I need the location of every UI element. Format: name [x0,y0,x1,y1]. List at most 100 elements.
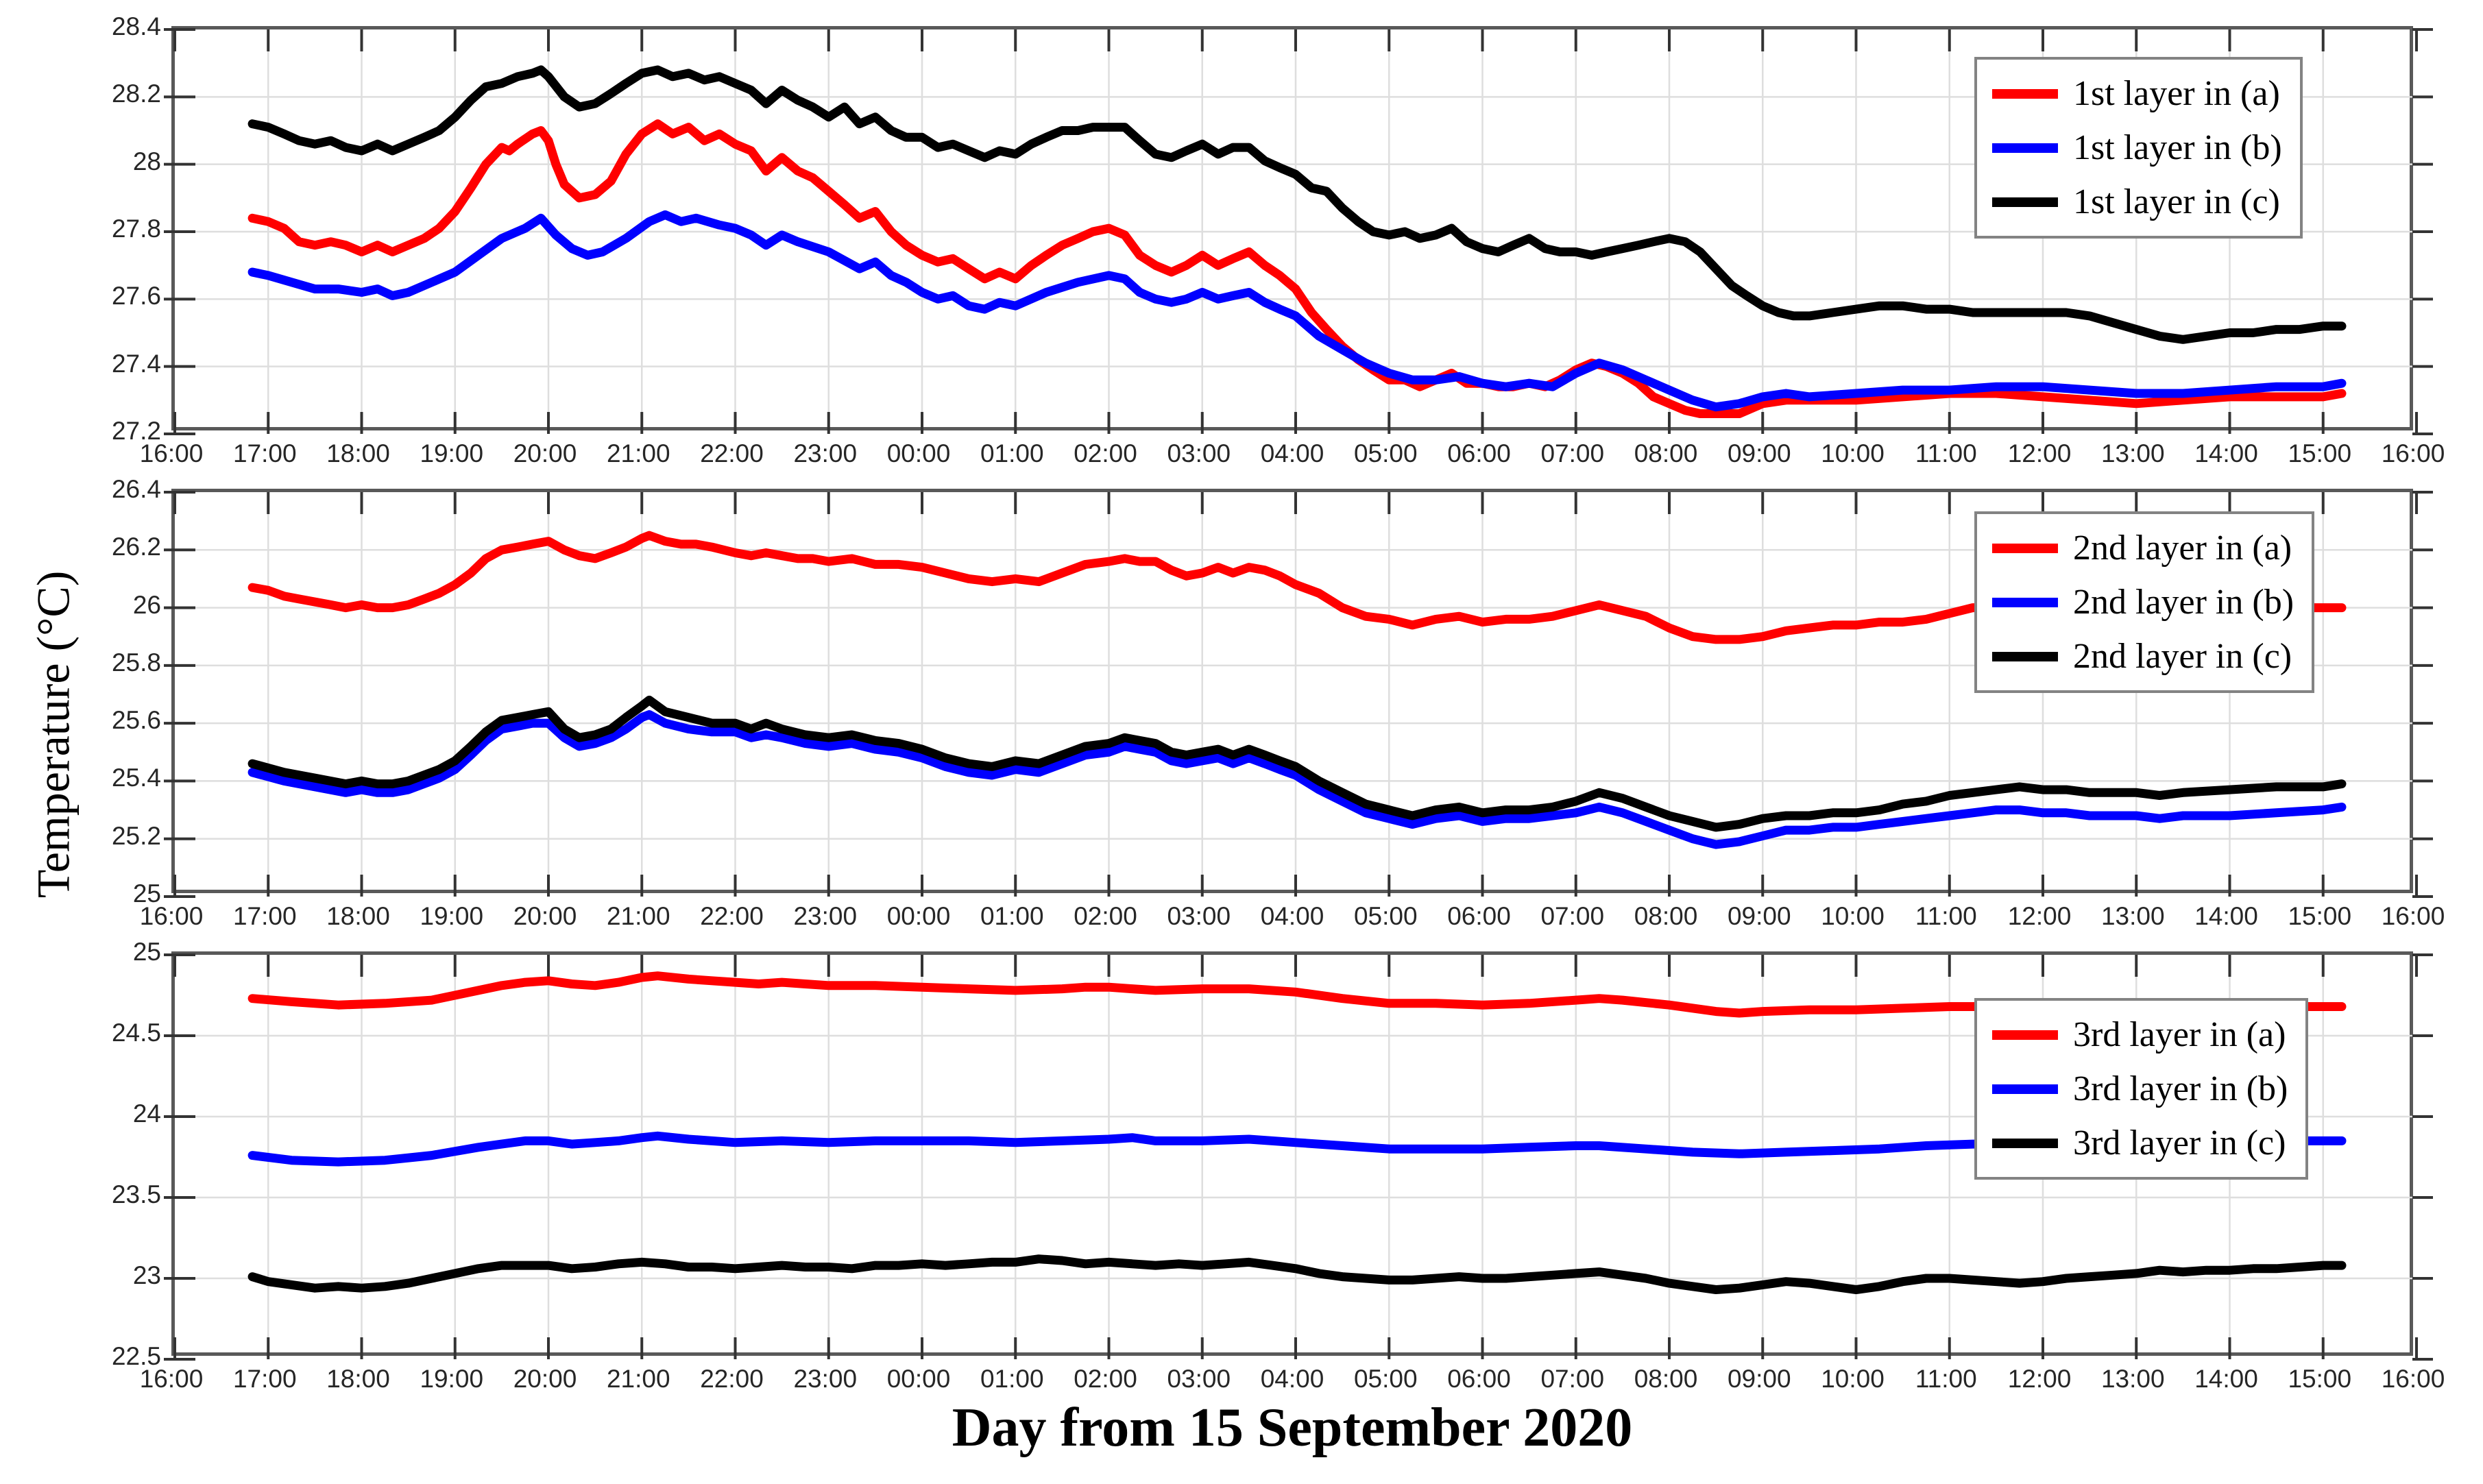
x-tick-label: 11:00 [1915,439,1977,467]
x-tick-label: 04:00 [1260,1365,1324,1393]
x-tick-label: 06:00 [1447,902,1511,930]
legend-label: 1st layer in (c) [2073,182,2280,221]
x-tick-label: 13:00 [2100,1365,2165,1393]
legend-label: 3rd layer in (a) [2073,1015,2286,1054]
x-tick-label: 16:00 [139,1365,204,1393]
y-tick-label: 28.4 [111,12,161,40]
y-axis-label-text: Temperature (°C) [27,570,80,899]
x-tick-label: 04:00 [1260,439,1324,467]
x-tick-label: 08:00 [1634,439,1698,467]
x-axis-label: Day from 15 September 2020 [952,1398,1633,1458]
x-tick-label: 03:00 [1167,439,1231,467]
legend-entry: 2nd layer in (a) [1992,521,2294,575]
legend-entry: 3rd layer in (a) [1992,1008,2288,1062]
legend-subplot-3: 3rd layer in (a) 3rd layer in (b) 3rd laye… [1974,998,2309,1180]
x-tick-label: 23:00 [793,902,858,930]
x-tick-label: 13:00 [2100,902,2165,930]
y-tick-label: 28.2 [111,80,161,108]
x-tick-label: 15:00 [2288,439,2352,467]
legend-entry: 2nd layer in (b) [1992,575,2294,629]
series-line-3rd-layer-in-b- [247,1131,2347,1167]
x-tick-label: 14:00 [2194,439,2258,467]
y-tick-label: 27.6 [111,282,161,311]
x-tick-label: 20:00 [513,439,577,467]
y-tick-label: 22.5 [111,1342,161,1370]
series-line-2nd-layer-in-a- [247,531,2347,644]
x-tick-label: 23:00 [793,439,858,467]
y-tick-label: 25.4 [111,764,161,792]
y-tick-label: 26.2 [111,533,161,561]
legend-line-swatch [1992,597,2058,607]
x-tick-label: 10:00 [1821,902,1885,930]
x-tick-label: 01:00 [980,439,1044,467]
x-tick-label: 00:00 [886,439,951,467]
x-tick-label: 16:00 [2381,1365,2445,1393]
y-tick-label: 25.6 [111,706,161,735]
legend-subplot-2: 2nd layer in (a) 2nd layer in (b) 2nd laye… [1974,511,2315,693]
x-tick-label: 18:00 [326,902,390,930]
x-tick-label: 05:00 [1353,1365,1418,1393]
x-tick-label: 22:00 [700,902,764,930]
y-tick-label: 23.5 [111,1180,161,1208]
y-tick-label: 24.5 [111,1019,161,1047]
y-tick-label: 25.8 [111,648,161,677]
legend-line-swatch [1992,1030,2058,1040]
x-tick-label: 02:00 [1074,902,1137,930]
y-tick-label: 26.4 [111,475,161,503]
legend-subplot-1: 1st layer in (a) 1st layer in (b) 1st laye… [1974,57,2303,239]
legend-entry: 1st layer in (a) [1992,66,2282,121]
x-tick-label: 00:00 [886,902,951,930]
y-tick-label: 25 [132,879,161,908]
legend-line-swatch [1992,1084,2058,1094]
x-tick-label: 18:00 [326,1365,390,1393]
x-tick-label: 17:00 [232,439,297,467]
x-tick-label: 22:00 [700,1365,764,1393]
legend-label: 3rd layer in (b) [2073,1069,2288,1108]
series-line-3rd-layer-in-c- [247,1254,2347,1294]
x-tick-label: 21:00 [606,902,670,930]
x-tick-label: 14:00 [2194,1365,2258,1393]
y-tick-label: 27.8 [111,215,161,243]
x-tick-label: 09:00 [1727,1365,1791,1393]
x-tick-label: 07:00 [1540,1365,1605,1393]
legend-line-swatch [1992,543,2058,553]
x-tick-label: 02:00 [1074,1365,1137,1393]
x-tick-label: 06:00 [1447,439,1511,467]
x-tick-label: 11:00 [1915,1365,1977,1393]
x-tick-label: 10:00 [1821,439,1885,467]
y-tick-label: 23 [132,1261,161,1289]
x-tick-label: 19:00 [420,902,484,930]
x-tick-label: 20:00 [513,1365,577,1393]
y-tick-label: 27.2 [111,417,161,445]
x-tick-label: 21:00 [606,1365,670,1393]
x-tick-label: 20:00 [513,902,577,930]
x-tick-label: 14:00 [2194,902,2258,930]
legend-line-swatch [1992,197,2058,207]
x-tick-label: 17:00 [232,902,297,930]
x-tick-label: 15:00 [2288,902,2352,930]
x-tick-label: 03:00 [1167,1365,1231,1393]
x-tick-label: 01:00 [980,902,1044,930]
x-tick-label: 19:00 [420,1365,484,1393]
legend-label: 1st layer in (b) [2073,128,2282,167]
legend-entry: 2nd layer in (c) [1992,629,2294,683]
x-tick-label: 16:00 [139,902,204,930]
x-tick-label: 01:00 [980,1365,1044,1393]
x-tick-label: 00:00 [886,1365,951,1393]
legend-entry: 1st layer in (b) [1992,121,2282,175]
legend-entry: 3rd layer in (b) [1992,1062,2288,1116]
series-line-1st-layer-in-a- [247,119,2347,418]
x-tick-label: 06:00 [1447,1365,1511,1393]
x-tick-label: 18:00 [326,439,390,467]
x-tick-label: 07:00 [1540,902,1605,930]
legend-entry: 1st layer in (c) [1992,175,2282,229]
y-tick-label: 28 [132,147,161,175]
x-tick-label: 13:00 [2100,439,2165,467]
series-line-1st-layer-in-b- [247,210,2347,412]
x-tick-label: 11:00 [1915,902,1977,930]
legend-line-swatch [1992,88,2058,99]
series-line-2nd-layer-in-b- [247,710,2347,849]
x-tick-label: 22:00 [700,439,764,467]
x-tick-label: 12:00 [2007,902,2072,930]
